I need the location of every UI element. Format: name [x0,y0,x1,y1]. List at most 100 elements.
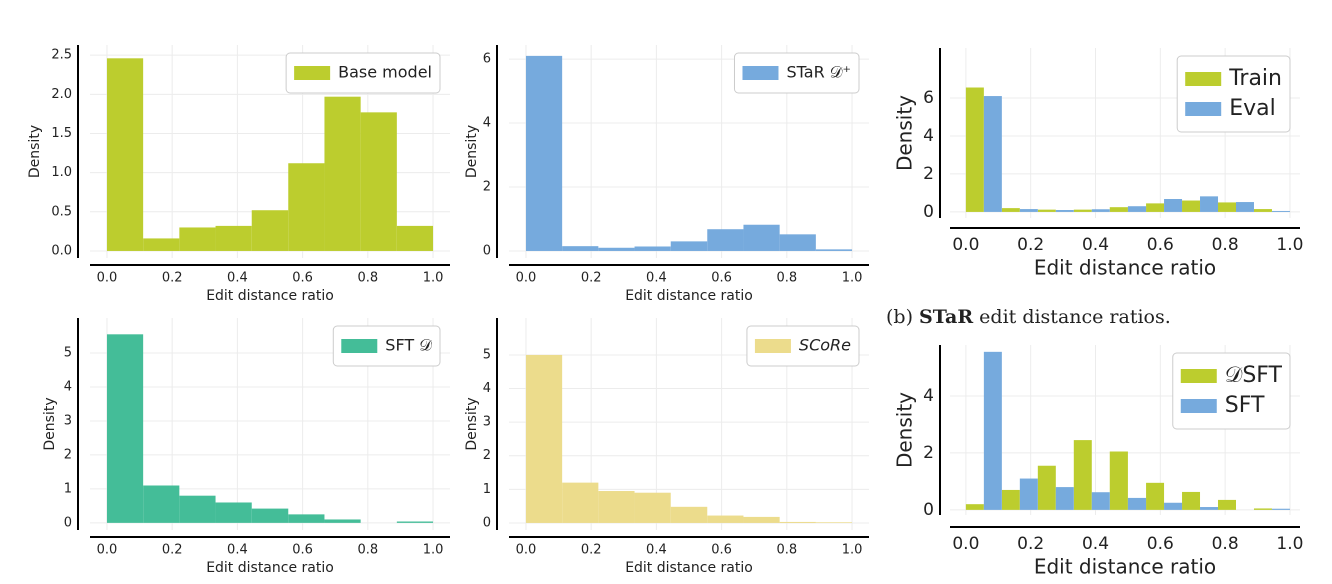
x-tick-label: 0.8 [357,543,378,558]
x-tick-label: 0.2 [581,271,602,286]
x-tick-label: 0.2 [162,271,183,286]
histogram-bar [1001,208,1020,212]
x-axis-label: Edit distance ratio [1034,256,1216,280]
y-axis-label: Density [464,125,480,178]
x-tick-label: 0.0 [952,235,979,255]
histogram-bar [1253,508,1272,510]
x-tick-label: 0.8 [776,543,797,558]
histogram-bar [143,238,180,251]
histogram-bar [106,58,144,251]
histogram-bar [1253,209,1272,212]
histogram-bar [1182,491,1201,510]
x-tick-label: 0.2 [1017,534,1044,554]
x-axis-label: Edit distance ratio [206,288,334,304]
caption-label: (b) [886,306,913,328]
histogram-bar [1019,478,1038,510]
legend: SFT 𝒟 [332,325,441,367]
histogram-bar [1073,209,1092,212]
x-tick-label: 0.6 [292,271,313,286]
x-tick-label: 0.0 [516,271,537,286]
y-tick-label: 1.5 [51,126,72,141]
histogram-bar [396,225,434,251]
x-tick-label: 0.2 [581,543,602,558]
histogram-bar [1182,200,1201,212]
histogram-bar [106,334,144,523]
histogram-bar [815,522,853,523]
histogram-bar [1001,489,1020,510]
histogram-bar [743,516,780,523]
y-axis-label: Density [893,392,917,468]
y-tick-label: 2.5 [51,48,72,63]
x-tick-label: 0.4 [1082,235,1109,255]
legend-label: SFT 𝒟 [385,336,432,355]
caption: (b) STaR edit distance ratios. [886,306,1171,328]
histogram-bar [1218,499,1236,510]
y-tick-label: 2 [64,447,72,462]
histogram-bar [1109,207,1128,212]
y-tick-label: 1 [64,481,72,496]
x-tick-label: 0.0 [516,543,537,558]
histogram-bar [1073,440,1092,510]
histogram-bar [1164,502,1183,510]
histogram-bar [288,514,325,523]
y-tick-label: 4 [483,381,491,396]
x-tick-label: 1.0 [1276,235,1303,255]
histogram-bar [251,210,289,251]
y-tick-label: 5 [483,347,491,362]
legend-label: STaR 𝒟⁺ [786,63,851,82]
histogram-bar [743,224,780,251]
y-axis-label: Density [42,397,58,450]
caption-bold: STaR [919,306,973,328]
histogram-bar [288,163,325,251]
legend-swatch [341,339,378,353]
histogram-bar [562,246,599,251]
histogram-bar [634,492,671,523]
x-axis-label: Edit distance ratio [625,560,753,576]
histogram-bar [1146,203,1165,212]
x-axis-label: Edit distance ratio [206,560,334,576]
x-tick-label: 0.8 [776,271,797,286]
histogram-bar [670,506,708,523]
x-tick-label: 0.6 [1147,534,1174,554]
histogram-bar [1271,210,1290,212]
x-tick-label: 0.6 [711,543,732,558]
y-tick-label: 4 [483,116,491,131]
x-tick-label: 0.6 [1147,235,1174,255]
legend: STaR 𝒟⁺ [733,52,860,94]
histogram-bar [1055,487,1074,510]
histogram-bar [1037,209,1056,212]
x-tick-label: 1.0 [423,543,444,558]
legend-box [733,52,860,94]
x-tick-label: 0.0 [952,534,979,554]
legend-swatch [754,339,791,353]
x-tick-label: 0.0 [97,543,118,558]
histogram-bar [1164,199,1183,212]
legend-label: 𝒟SFT [1225,363,1283,388]
x-tick-label: 0.6 [711,271,732,286]
legend-label: Eval [1229,96,1276,121]
histogram-bar [525,354,563,523]
x-tick-label: 0.2 [1017,235,1044,255]
histogram-bar [1200,507,1219,510]
histogram-bar [179,495,216,523]
histogram-bar [179,227,216,251]
legend-label: SCoRe [799,336,851,355]
y-tick-label: 0 [923,202,934,222]
legend: SCoRe [746,325,860,367]
legend-box [285,52,441,94]
y-tick-label: 1.0 [51,165,72,180]
y-tick-label: 0 [483,243,491,258]
legend: 𝒟SFT SFT [1172,352,1291,430]
y-tick-label: 4 [923,126,934,146]
histogram-bar [324,519,361,523]
x-tick-label: 0.4 [227,271,248,286]
y-tick-label: 0 [64,515,72,530]
y-axis-label: Density [27,125,43,178]
y-tick-label: 3 [483,415,491,430]
histogram-bar [1109,451,1128,510]
histogram-bar [1127,206,1147,212]
histogram-bar [251,508,289,523]
y-tick-label: 3 [64,413,72,428]
y-axis-label: Density [464,397,480,450]
